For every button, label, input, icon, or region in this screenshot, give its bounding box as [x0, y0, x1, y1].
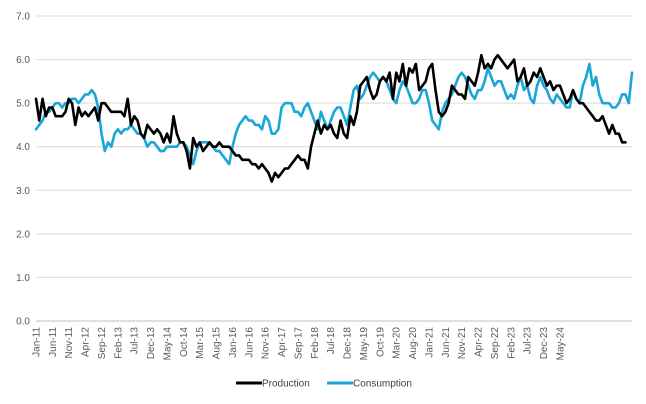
x-tick-label: May-24 [555, 327, 566, 361]
x-tick-label: Jul-18 [326, 327, 337, 355]
y-tick-label: 1.0 [16, 273, 30, 284]
x-tick-label: Jul-23 [523, 327, 534, 355]
x-tick-label: Dec-23 [539, 327, 550, 360]
x-tick-label: Oct-19 [375, 327, 386, 357]
x-tick-label: Feb-23 [506, 327, 517, 359]
x-tick-label: May-14 [162, 327, 173, 361]
x-tick-label: Sep-22 [490, 327, 501, 360]
x-tick-label: May-19 [359, 327, 370, 361]
x-tick-label: Jul-13 [130, 327, 141, 355]
x-tick-label: Mar-20 [392, 327, 403, 359]
y-tick-label: 4.0 [16, 142, 30, 153]
series-line-consumption [34, 62, 634, 166]
x-tick-label: Aug-15 [212, 327, 223, 360]
x-tick-label: Jun-21 [441, 327, 452, 358]
x-tick-label: Jun-11 [48, 327, 59, 357]
x-tick-label: Apr-17 [277, 327, 288, 357]
x-tick-label: Dec-18 [343, 327, 354, 360]
y-tick-label: 2.0 [16, 229, 30, 240]
series-lines [34, 53, 634, 183]
x-tick-label: Apr-12 [81, 327, 92, 357]
x-tick-label: Sep-17 [293, 327, 304, 360]
y-tick-label: 0.0 [16, 317, 30, 328]
x-tick-label: Nov-21 [457, 327, 468, 360]
y-tick-label: 3.0 [16, 186, 30, 197]
x-tick-label: Nov-16 [261, 327, 272, 360]
x-tick-label: Aug-20 [408, 327, 419, 360]
legend-label-production: Production [262, 379, 310, 390]
legend: Production Consumption [236, 379, 412, 390]
x-tick-label: Mar-15 [195, 327, 206, 359]
x-tick-label: Jan-11 [32, 327, 43, 357]
gridlines [36, 15, 632, 278]
y-tick-label: 7.0 [16, 12, 30, 23]
x-tick-label: Feb-13 [113, 327, 124, 359]
x-tick-label: Nov-11 [64, 327, 75, 359]
series-line-production [34, 53, 627, 183]
x-tick-label: Feb-18 [310, 327, 321, 359]
legend-label-consumption: Consumption [353, 379, 412, 390]
x-tick-label: Oct-14 [179, 327, 190, 357]
y-axis-tick-labels: 0.0 1.0 2.0 3.0 4.0 5.0 6.0 7.0 [16, 12, 30, 328]
x-tick-label: Jun-16 [244, 327, 255, 358]
x-tick-label: Jan-21 [424, 327, 435, 358]
y-tick-label: 5.0 [16, 99, 30, 110]
x-tick-label: Sep-12 [97, 327, 108, 360]
x-tick-label: Dec-13 [146, 327, 157, 360]
x-tick-label: Apr-22 [474, 327, 485, 357]
y-tick-label: 6.0 [16, 55, 30, 66]
x-axis-tick-labels: Jan-11 Jun-11 Nov-11 Apr-12 Sep-12 Feb-13 Jul-… [32, 327, 567, 361]
x-tick-label: Jan-16 [228, 327, 239, 358]
